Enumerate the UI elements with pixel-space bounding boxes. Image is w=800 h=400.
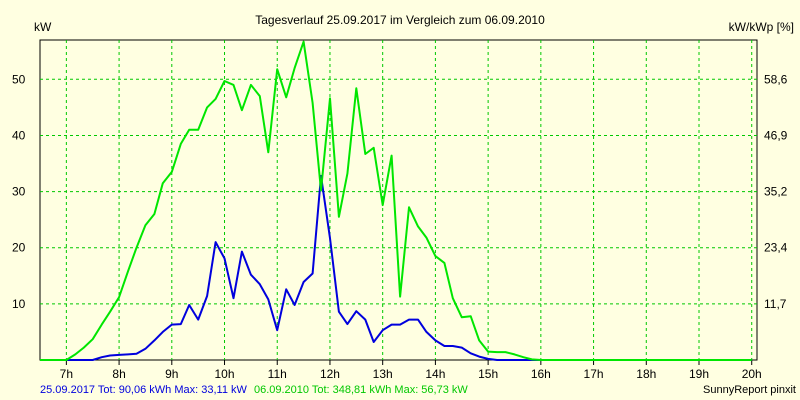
x-tick-label: 10h — [215, 367, 235, 381]
x-tick-label: 20h — [742, 367, 762, 381]
x-tick-label: 12h — [320, 367, 340, 381]
y-axis-label-left: kW — [34, 20, 52, 34]
y-tick-label-right: 11,7 — [764, 297, 787, 311]
x-tick-label: 18h — [636, 367, 656, 381]
footer-credit: SunnyReport pinxit — [703, 384, 796, 396]
x-tick-label: 16h — [531, 367, 551, 381]
grid — [40, 40, 757, 360]
y-tick-label-right: 23,4 — [764, 241, 788, 255]
x-tick-label: 14h — [425, 367, 445, 381]
plot-frame — [39, 39, 758, 361]
x-tick-label: 17h — [584, 367, 604, 381]
legend-2017: 25.09.2017 Tot: 90,06 kWh Max: 33,11 kW — [40, 384, 247, 396]
y-tick-label-left: 30 — [12, 185, 26, 199]
y-tick-label-right: 35,2 — [764, 185, 788, 199]
series-lines — [40, 40, 752, 361]
series-line-06.09.2010 — [40, 40, 752, 361]
y-tick-label-left: 10 — [12, 297, 26, 311]
y-tick-label-right: 46,9 — [764, 128, 788, 142]
x-tick-label: 13h — [373, 367, 393, 381]
x-tick-label: 11h — [268, 367, 287, 381]
x-tick-label: 7h — [60, 367, 73, 381]
axis-ticks: 7h 8h 9h 10h 11h 12h 13h 14h 15h 16h 17h 18h 19h 20h 1… — [12, 72, 788, 381]
chart-title: Tagesverlauf 25.09.2017 im Vergleich zum… — [255, 13, 545, 27]
x-tick-label: 19h — [689, 367, 709, 381]
x-tick-label: 9h — [165, 367, 178, 381]
y-tick-label-right: 58,6 — [764, 72, 788, 86]
x-tick-label: 15h — [478, 367, 498, 381]
series-line-25.09.2017 — [40, 174, 752, 361]
x-tick-label: 8h — [112, 367, 125, 381]
y-tick-label-left: 50 — [12, 72, 26, 86]
y-tick-label-left: 40 — [12, 128, 26, 142]
y-tick-label-left: 20 — [12, 241, 26, 255]
legend-2010: 06.09.2010 Tot: 348,81 kWh Max: 56,73 kW — [254, 384, 468, 396]
footer-legend: 25.09.2017 Tot: 90,06 kWh Max: 33,11 kW … — [40, 384, 468, 396]
y-axis-label-right: kW/kWp [%] — [729, 20, 794, 34]
